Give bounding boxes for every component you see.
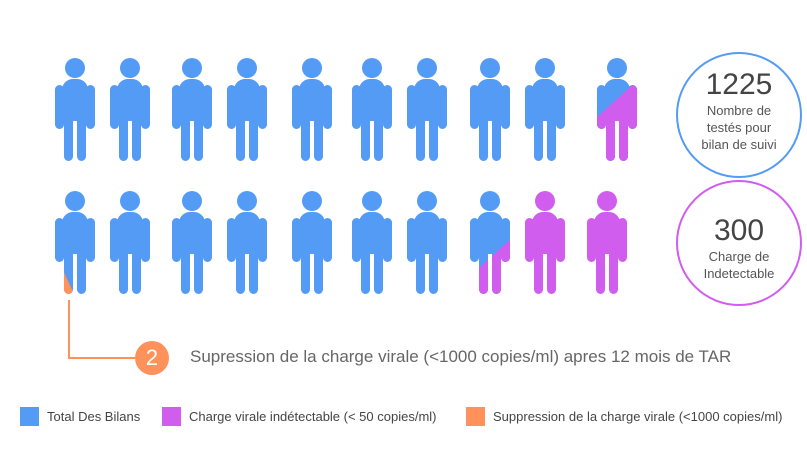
legend-item-suppression: Suppression de la charge virale (<1000 c…	[466, 407, 782, 426]
person-fill	[470, 58, 510, 161]
person-fill	[587, 191, 627, 294]
person-fill	[525, 191, 565, 294]
person-icon	[525, 58, 565, 161]
person-icon	[352, 58, 392, 161]
tested-count: 1225	[705, 68, 773, 101]
person-fill	[407, 191, 447, 294]
undetectable-count-circle: 300 Charge de Indetectable	[676, 180, 802, 306]
legend-swatch	[20, 407, 39, 426]
person-icon	[525, 191, 565, 294]
annotation-text: Supression de la charge virale (<1000 co…	[190, 347, 732, 366]
person-icon	[227, 58, 267, 161]
person-icon	[597, 58, 637, 161]
person-icon	[172, 58, 212, 161]
legend-swatch	[466, 407, 485, 426]
undetectable-count: 300	[713, 214, 765, 247]
tested-count-circle: 1225 Nombre de testés pour bilan de suiv…	[676, 52, 802, 178]
undetectable-label: Charge de Indetectable	[703, 249, 775, 281]
person-icon	[55, 191, 95, 294]
person-fill	[227, 191, 267, 294]
annotation-badge: 2	[135, 341, 169, 375]
legend-label: Suppression de la charge virale (<1000 c…	[493, 409, 783, 424]
person-icon	[110, 191, 150, 294]
person-fill	[110, 191, 150, 294]
person-fill	[172, 191, 212, 294]
annotation-leader-line	[68, 300, 135, 359]
person-icon	[587, 191, 627, 294]
tested-label: Nombre de testés pour bilan de suivi	[701, 103, 777, 152]
person-icon	[407, 191, 447, 294]
person-fill	[525, 58, 565, 161]
person-fill	[110, 58, 150, 161]
person-fill	[172, 58, 212, 161]
person-partial-fill	[63, 270, 74, 294]
person-icon	[292, 58, 332, 161]
legend-label: Total Des Bilans	[47, 409, 141, 424]
person-icon	[292, 191, 332, 294]
person-icon	[55, 58, 95, 161]
legend-item-total: Total Des Bilans	[20, 407, 140, 426]
person-fill	[292, 58, 332, 161]
person-icon	[172, 191, 212, 294]
legend-item-undetectable: Charge virale indétectable (< 50 copies/…	[162, 407, 437, 426]
person-icon	[407, 58, 447, 161]
person-icon	[470, 58, 510, 161]
legend-label: Charge virale indétectable (< 50 copies/…	[189, 409, 437, 424]
person-fill	[55, 191, 95, 294]
person-fill	[292, 191, 332, 294]
person-icon	[352, 191, 392, 294]
person-fill	[352, 58, 392, 161]
legend-swatch	[162, 407, 181, 426]
person-icon	[227, 191, 267, 294]
person-fill	[55, 58, 95, 161]
person-fill	[227, 58, 267, 161]
person-icon	[110, 58, 150, 161]
person-fill	[407, 58, 447, 161]
person-fill	[352, 191, 392, 294]
person-icon	[470, 191, 510, 294]
